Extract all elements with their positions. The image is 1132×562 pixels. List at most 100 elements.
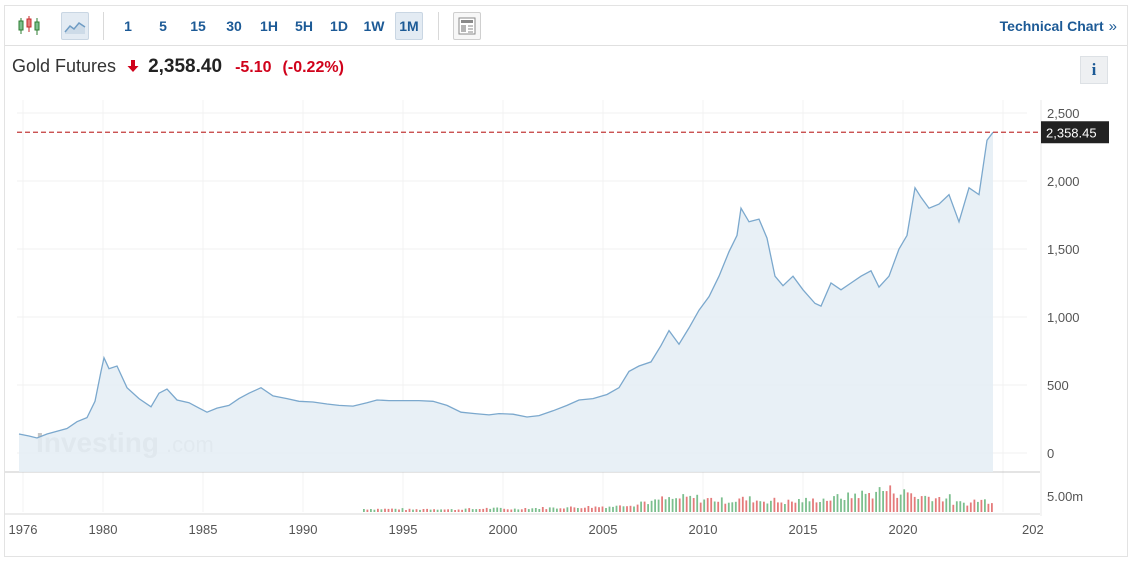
- interval-button-1[interactable]: 1: [124, 18, 132, 34]
- volume-bar: [685, 496, 688, 512]
- volume-bar: [559, 508, 562, 512]
- volume-bar: [415, 509, 418, 512]
- x-tick-label: 2010: [689, 522, 718, 537]
- x-tick-label: 2020: [889, 522, 918, 537]
- volume-bar: [868, 493, 870, 512]
- volume-bar: [661, 496, 663, 512]
- volume-bar: [924, 495, 927, 512]
- x-tick-label: 2015: [789, 522, 818, 537]
- volume-bar: [966, 505, 969, 512]
- volume-bar: [591, 507, 593, 512]
- volume-bar: [426, 508, 428, 512]
- volume-bar: [482, 508, 485, 512]
- volume-bar: [910, 493, 913, 512]
- volume-bar: [699, 502, 702, 512]
- volume-bar: [640, 501, 642, 512]
- volume-bar: [598, 507, 600, 512]
- volume-bar: [478, 509, 481, 512]
- volume-bar: [384, 508, 386, 512]
- volume-bar: [633, 506, 635, 512]
- volume-bar: [475, 509, 478, 512]
- volume-bar: [938, 497, 941, 512]
- volume-bar: [885, 491, 888, 512]
- volume-bar: [805, 497, 807, 512]
- volume-bar: [527, 509, 530, 512]
- volume-bar: [373, 509, 376, 512]
- volume-bar: [808, 501, 811, 512]
- volume-bar: [861, 490, 863, 512]
- volume-bar: [538, 509, 541, 512]
- volume-bar: [724, 503, 727, 512]
- volume-bar: [464, 508, 467, 512]
- volume-bar: [875, 491, 877, 512]
- volume-bar: [678, 498, 681, 512]
- volume-bar: [857, 498, 860, 512]
- volume-bar: [647, 504, 649, 512]
- y-tick-label: 2,500: [1047, 106, 1080, 121]
- technical-chart-link[interactable]: Technical Chart»: [1000, 12, 1117, 40]
- volume-bar: [780, 502, 783, 512]
- x-tick-label: 1980: [89, 522, 118, 537]
- last-price-tag: [1041, 121, 1109, 144]
- volume-bar: [461, 509, 463, 512]
- x-tick-label: 1990: [289, 522, 318, 537]
- volume-bar: [787, 499, 790, 512]
- chart-toolbar: 1 5 15 30 1H 5H 1D 1W 1M Technical Chart»: [5, 6, 1127, 46]
- volume-bar: [580, 508, 583, 512]
- y-tick-label: 2,000: [1047, 174, 1080, 189]
- volume-bar: [541, 507, 544, 512]
- volume-bar: [563, 508, 565, 512]
- volume-bar: [794, 502, 797, 512]
- volume-bar: [931, 501, 934, 512]
- interval-button-15[interactable]: 15: [190, 18, 206, 34]
- volume-bar: [447, 509, 449, 512]
- volume-bar: [843, 500, 846, 512]
- volume-bar: [370, 509, 372, 512]
- volume-bar: [545, 509, 548, 512]
- interval-button-1w[interactable]: 1W: [363, 18, 385, 34]
- volume-bar: [798, 499, 800, 512]
- volume-bar: [584, 507, 586, 512]
- volume-bar: [443, 509, 446, 512]
- y-tick-label: 1,500: [1047, 242, 1080, 257]
- chevron-right-icon: »: [1108, 18, 1117, 35]
- volume-bar: [485, 507, 488, 512]
- volume-bar: [570, 506, 572, 512]
- volume-bar: [696, 494, 699, 512]
- x-tick-label: 2000: [489, 522, 518, 537]
- volume-bar: [770, 500, 772, 512]
- instrument-price: 2,358.40: [148, 56, 223, 77]
- volume-bar: [471, 509, 474, 512]
- volume-bar: [363, 509, 365, 512]
- layout-icon[interactable]: [453, 12, 481, 40]
- volume-bar: [745, 500, 748, 512]
- volume-bar: [952, 504, 955, 512]
- info-button[interactable]: i: [1080, 56, 1108, 84]
- interval-button-1d[interactable]: 1D: [330, 18, 348, 34]
- volume-bar: [713, 501, 716, 512]
- volume-bar: [556, 508, 558, 512]
- volume-bar: [801, 502, 804, 512]
- interval-button-5h[interactable]: 5H: [295, 18, 313, 34]
- volume-bar: [492, 507, 495, 512]
- toolbar-separator: [103, 12, 104, 40]
- volume-bar: [377, 508, 379, 512]
- interval-button-1m[interactable]: 1M: [395, 12, 423, 40]
- volume-bar: [826, 500, 828, 512]
- price-area: [19, 132, 993, 473]
- candlestick-icon[interactable]: [15, 12, 43, 40]
- volume-bar: [412, 509, 414, 512]
- volume-bar: [531, 508, 534, 512]
- interval-button-1h[interactable]: 1H: [260, 18, 278, 34]
- volume-bar: [984, 499, 986, 512]
- volume-bar: [499, 507, 502, 512]
- volume-bar: [496, 507, 499, 512]
- interval-button-30[interactable]: 30: [226, 18, 242, 34]
- volume-bar: [703, 499, 706, 512]
- area-chart-icon[interactable]: [61, 12, 89, 40]
- interval-button-5[interactable]: 5: [159, 18, 167, 34]
- volume-bar: [573, 507, 576, 512]
- volume-bar: [847, 492, 849, 512]
- volume-bar: [619, 505, 621, 512]
- volume-bar: [969, 502, 972, 512]
